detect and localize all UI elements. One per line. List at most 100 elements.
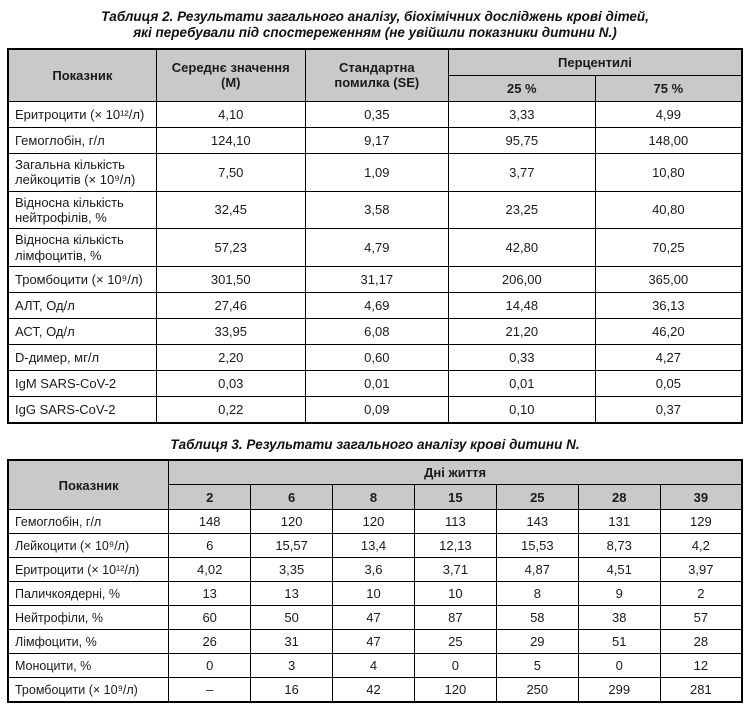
table3-caption: Таблиця 3. Результати загального аналізу… xyxy=(7,437,743,453)
value-cell: 10 xyxy=(413,581,497,607)
indicator-cell: АЛТ, Од/л xyxy=(7,291,157,319)
value-cell: 42,80 xyxy=(447,228,596,267)
value-cell: 148,00 xyxy=(594,126,743,154)
table2-header-se: Стандартна помилка (SE) xyxy=(304,48,449,102)
indicator-cell: Гемоглобін, г/л xyxy=(7,126,157,154)
value-cell: 10,80 xyxy=(594,152,743,192)
value-cell: 87 xyxy=(413,605,497,631)
value-cell: 16 xyxy=(250,677,334,703)
table2-caption: Таблиця 2. Результати загального аналізу… xyxy=(7,9,743,42)
value-cell: 0,35 xyxy=(304,100,449,128)
value-cell: 2 xyxy=(659,581,743,607)
value-cell: 38 xyxy=(577,605,661,631)
table2-caption-line2: які перебували під спостереженням (не ув… xyxy=(133,25,617,41)
value-cell: 4,99 xyxy=(594,100,743,128)
value-cell: 95,75 xyxy=(447,126,596,154)
table3-header-day-39: 39 xyxy=(659,484,743,511)
table-row: D-димер, мг/л 2,20 0,60 0,33 4,27 xyxy=(7,343,743,371)
table-row: Лейкоцити (× 10⁹/л) 6 15,57 13,4 12,13 15,53 8… xyxy=(7,533,743,559)
value-cell: 4 xyxy=(332,653,415,679)
table2-header-percentiles: Перцентилі xyxy=(447,48,743,76)
value-cell: 250 xyxy=(495,677,579,703)
indicator-cell: АСТ, Од/л xyxy=(7,317,157,345)
value-cell: 47 xyxy=(332,605,415,631)
value-cell: 46,20 xyxy=(594,317,743,345)
table-row: Відносна кількість лімфоцитів, % 57,23 4,7… xyxy=(7,228,743,267)
table3-header-days-group: Дні життя xyxy=(168,459,743,486)
value-cell: 57 xyxy=(659,605,743,631)
value-cell: 0,37 xyxy=(594,395,743,424)
value-cell: 31 xyxy=(250,629,334,655)
value-cell: 3 xyxy=(250,653,334,679)
value-cell: 0,33 xyxy=(447,343,596,371)
value-cell: 50 xyxy=(250,605,334,631)
table-row: Тромбоцити (× 10⁹/л) –16 42 120 250 299 281 xyxy=(7,677,743,703)
table-row: Еритроцити (× 10¹²/л) 4,02 3,35 3,6 3,71 4,87… xyxy=(7,557,743,583)
spacer xyxy=(7,424,743,432)
value-cell: 10 xyxy=(332,581,415,607)
value-cell: 42 xyxy=(332,677,415,703)
value-cell: 3,77 xyxy=(447,152,596,192)
value-cell: – xyxy=(168,677,252,703)
value-cell: 0,05 xyxy=(594,369,743,397)
value-cell: 70,25 xyxy=(594,228,743,267)
table-row: Відносна кількість нейтрофілів, % 32,45 3,… xyxy=(7,190,743,230)
value-cell: 281 xyxy=(659,677,743,703)
value-cell: 12,13 xyxy=(413,533,497,559)
indicator-cell: Гемоглобін, г/л xyxy=(7,509,170,535)
table-row: АСТ, Од/л 33,95 6,08 21,20 46,20 xyxy=(7,317,743,345)
table3-header-indicator: Показник xyxy=(7,459,170,511)
indicator-cell: IgM SARS-CoV-2 xyxy=(7,369,157,397)
value-cell: 1,09 xyxy=(304,152,449,192)
value-cell: 3,33 xyxy=(447,100,596,128)
table2-header-p75: 75 % xyxy=(594,74,743,102)
table2-header-mean: Середнє значення (М) xyxy=(155,48,306,102)
value-cell: 0,22 xyxy=(155,395,306,424)
value-cell: 4,10 xyxy=(155,100,306,128)
value-cell: 26 xyxy=(168,629,252,655)
value-cell: 15,57 xyxy=(250,533,334,559)
value-cell: 32,45 xyxy=(155,190,306,230)
value-cell: 13 xyxy=(250,581,334,607)
value-cell: 12 xyxy=(659,653,743,679)
value-cell: 7,50 xyxy=(155,152,306,192)
indicator-cell: Еритроцити (× 10¹²/л) xyxy=(7,100,157,128)
table3-header-day-25: 25 xyxy=(495,484,579,511)
value-cell: 40,80 xyxy=(594,190,743,230)
value-cell: 6 xyxy=(168,533,252,559)
table2-caption-line1: Таблиця 2. Результати загального аналізу… xyxy=(101,9,649,24)
value-cell: 0 xyxy=(413,653,497,679)
value-cell: 36,13 xyxy=(594,291,743,319)
value-cell: 13 xyxy=(168,581,252,607)
value-cell: 0 xyxy=(168,653,252,679)
indicator-cell: Відносна кількість нейтрофілів, % xyxy=(7,190,157,230)
table3-child-n-blood-analysis: Показник Дні життя 2 6 8 15 25 28 39 Гем… xyxy=(7,459,743,704)
indicator-cell: Відносна кількість лімфоцитів, % xyxy=(7,228,157,267)
value-cell: 6,08 xyxy=(304,317,449,345)
table2-header: Показник Середнє значення (М) Стандартна… xyxy=(7,48,743,102)
table-row: Тромбоцити (× 10⁹/л) 301,50 31,17 206,00 365… xyxy=(7,265,743,293)
value-cell: 47 xyxy=(332,629,415,655)
value-cell: 58 xyxy=(495,605,579,631)
value-cell: 13,4 xyxy=(332,533,415,559)
value-cell: 0,09 xyxy=(304,395,449,424)
indicator-cell: Моноцити, % xyxy=(7,653,170,679)
value-cell: 2,20 xyxy=(155,343,306,371)
value-cell: 23,25 xyxy=(447,190,596,230)
value-cell: 15,53 xyxy=(495,533,579,559)
value-cell: 29 xyxy=(495,629,579,655)
value-cell: 206,00 xyxy=(447,265,596,293)
value-cell: 51 xyxy=(577,629,661,655)
table3-header: Показник Дні життя 2 6 8 15 25 28 39 xyxy=(7,459,743,511)
value-cell: 148 xyxy=(168,509,252,535)
value-cell: 113 xyxy=(413,509,497,535)
table3-body: Гемоглобін, г/л 148 120 120 113 143 131 129 Лейк… xyxy=(7,509,743,703)
value-cell: 3,71 xyxy=(413,557,497,583)
value-cell: 124,10 xyxy=(155,126,306,154)
table-row: АЛТ, Од/л 27,46 4,69 14,48 36,13 xyxy=(7,291,743,319)
value-cell: 8,73 xyxy=(577,533,661,559)
indicator-cell: Паличкоядерні, % xyxy=(7,581,170,607)
table-row: Загальна кількість лейкоцитів (× 10⁹/л) 7… xyxy=(7,152,743,192)
value-cell: 4,2 xyxy=(659,533,743,559)
